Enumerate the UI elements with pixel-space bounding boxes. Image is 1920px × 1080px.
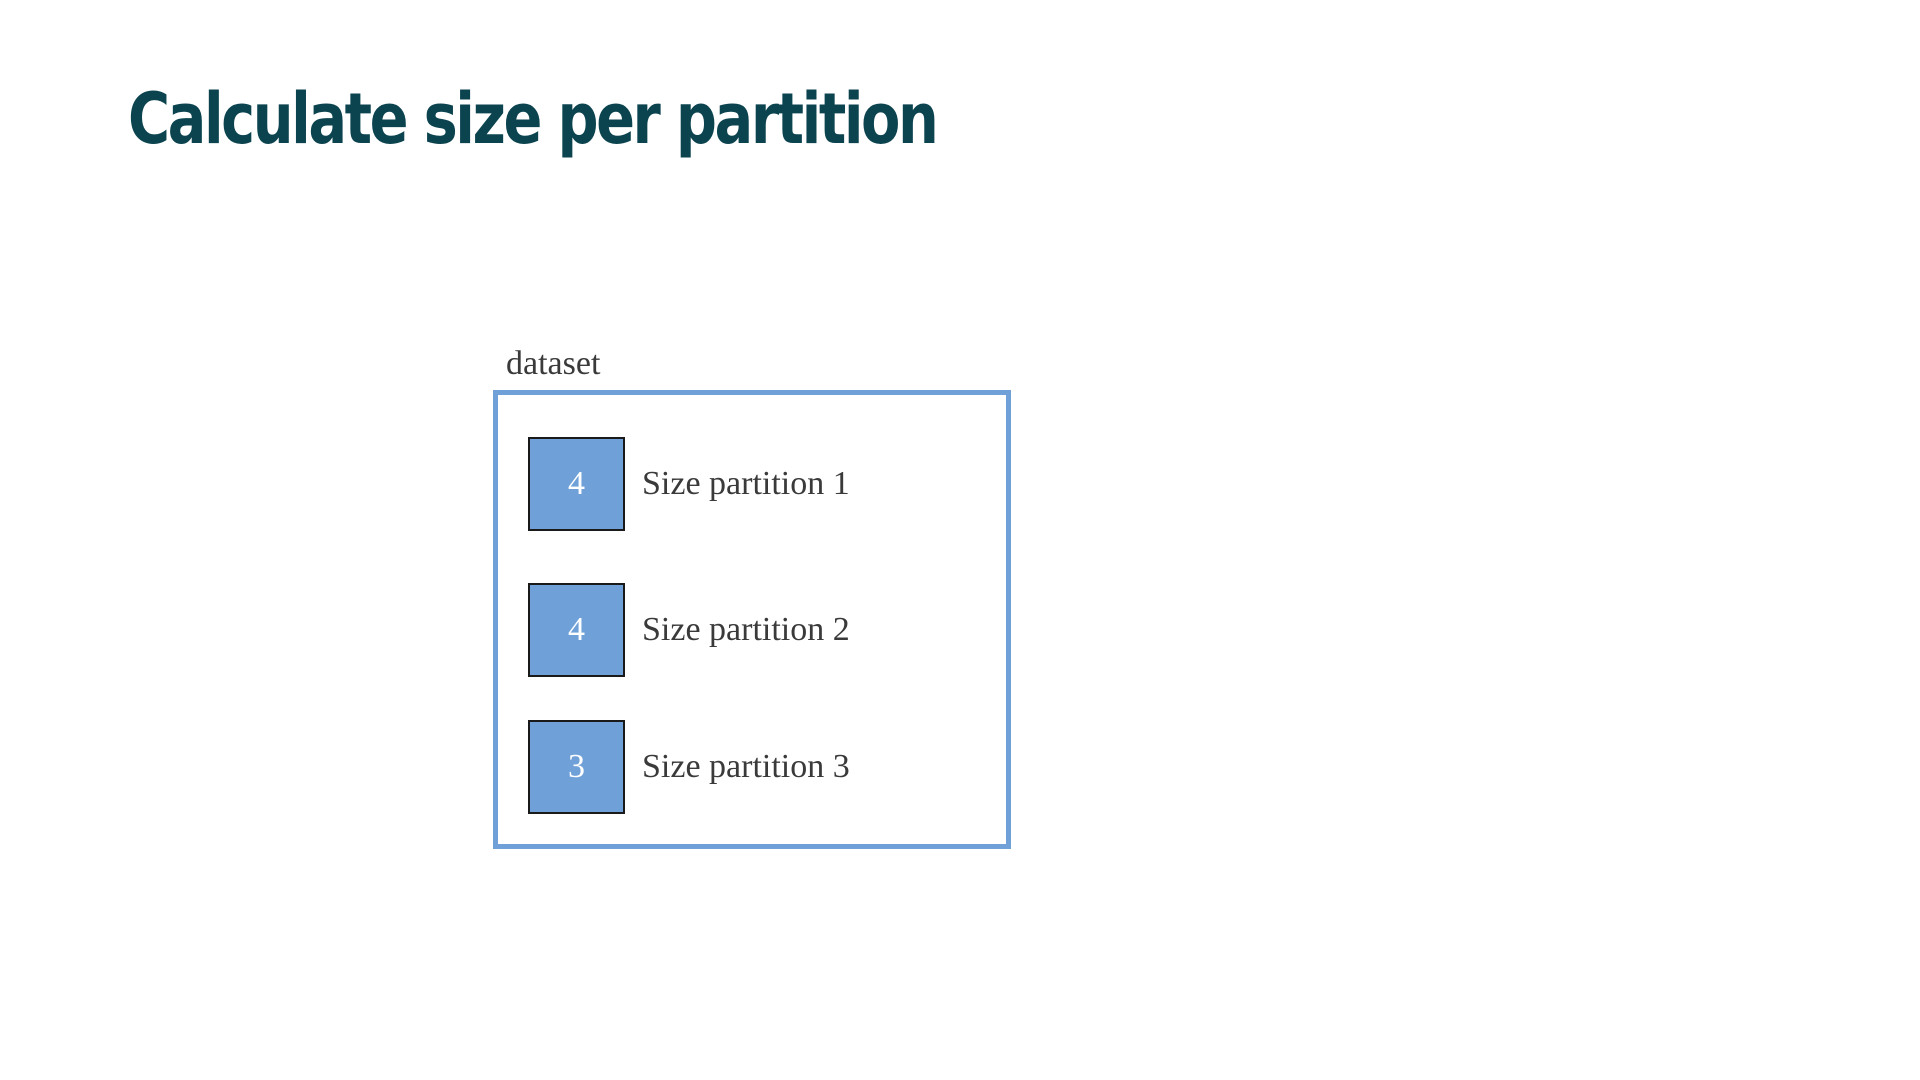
partition-size-box: 3 xyxy=(528,720,625,814)
partition-size-box: 4 xyxy=(528,583,625,677)
dataset-container: 4 Size partition 1 4 Size partition 2 3 … xyxy=(493,390,1011,849)
dataset-label: dataset xyxy=(506,345,601,382)
partition-label: Size partition 1 xyxy=(642,465,850,502)
partition-row: 3 Size partition 3 xyxy=(528,720,850,814)
partition-label: Size partition 3 xyxy=(642,748,850,785)
partition-size-box: 4 xyxy=(528,437,625,531)
partition-row: 4 Size partition 1 xyxy=(528,437,850,531)
partition-label: Size partition 2 xyxy=(642,611,850,648)
slide-title: Calculate size per partition xyxy=(128,78,939,160)
partition-row: 4 Size partition 2 xyxy=(528,583,850,677)
